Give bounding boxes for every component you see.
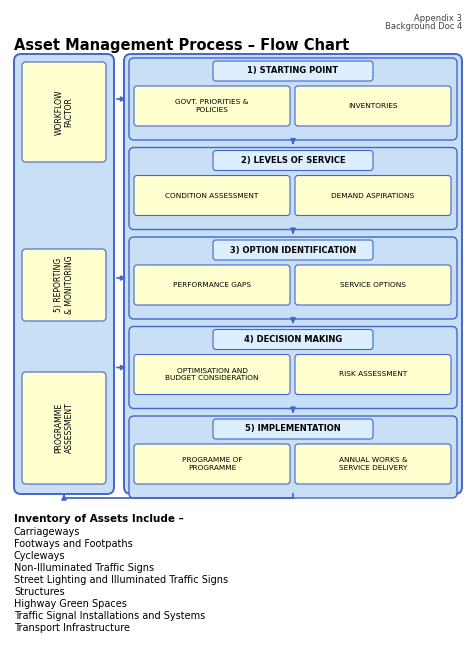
Text: INVENTORIES: INVENTORIES [348, 103, 398, 109]
FancyBboxPatch shape [134, 354, 290, 395]
Text: SERVICE OPTIONS: SERVICE OPTIONS [340, 282, 406, 288]
Text: 4) DECISION MAKING: 4) DECISION MAKING [244, 335, 342, 344]
Text: GOVT. PRIORITIES &
POLICIES: GOVT. PRIORITIES & POLICIES [175, 100, 249, 113]
FancyBboxPatch shape [129, 147, 457, 230]
FancyBboxPatch shape [295, 265, 451, 305]
FancyBboxPatch shape [134, 176, 290, 216]
FancyBboxPatch shape [295, 444, 451, 484]
Text: 5) IMPLEMENTATION: 5) IMPLEMENTATION [245, 425, 341, 433]
Text: DEMAND ASPIRATIONS: DEMAND ASPIRATIONS [331, 192, 415, 198]
Text: 3) OPTION IDENTIFICATION: 3) OPTION IDENTIFICATION [230, 245, 356, 255]
FancyBboxPatch shape [124, 54, 462, 494]
FancyBboxPatch shape [213, 330, 373, 350]
FancyBboxPatch shape [22, 372, 106, 484]
Text: Inventory of Assets Include –: Inventory of Assets Include – [14, 514, 184, 524]
Text: Appendix 3: Appendix 3 [414, 14, 462, 23]
Text: RISK ASSESSMENT: RISK ASSESSMENT [339, 371, 407, 377]
Text: Traffic Signal Installations and Systems: Traffic Signal Installations and Systems [14, 611, 205, 621]
FancyBboxPatch shape [134, 444, 290, 484]
Text: Asset Management Process – Flow Chart: Asset Management Process – Flow Chart [14, 38, 349, 53]
Text: PERFORMANCE GAPS: PERFORMANCE GAPS [173, 282, 251, 288]
Text: 1) STARTING POINT: 1) STARTING POINT [247, 66, 338, 76]
Text: PROGRAMME
ASSESSMENT: PROGRAMME ASSESSMENT [55, 403, 73, 454]
Text: CONDITION ASSESSMENT: CONDITION ASSESSMENT [165, 192, 259, 198]
Text: Footways and Footpaths: Footways and Footpaths [14, 539, 133, 549]
Text: 2) LEVELS OF SERVICE: 2) LEVELS OF SERVICE [241, 156, 346, 165]
FancyBboxPatch shape [129, 326, 457, 409]
Text: Background Doc 4: Background Doc 4 [385, 22, 462, 31]
Text: Highway Green Spaces: Highway Green Spaces [14, 599, 127, 609]
FancyBboxPatch shape [129, 237, 457, 319]
Text: Transport Infrastructure: Transport Infrastructure [14, 623, 130, 633]
Text: OPTIMISATION AND
BUDGET CONSIDERATION: OPTIMISATION AND BUDGET CONSIDERATION [165, 368, 259, 381]
FancyBboxPatch shape [134, 86, 290, 126]
Text: PROGRAMME OF
PROGRAMME: PROGRAMME OF PROGRAMME [182, 458, 242, 470]
Text: Non-Illuminated Traffic Signs: Non-Illuminated Traffic Signs [14, 563, 154, 573]
FancyBboxPatch shape [295, 86, 451, 126]
FancyBboxPatch shape [213, 419, 373, 439]
FancyBboxPatch shape [134, 265, 290, 305]
FancyBboxPatch shape [213, 240, 373, 260]
FancyBboxPatch shape [213, 61, 373, 81]
FancyBboxPatch shape [295, 176, 451, 216]
Text: Street Lighting and Illuminated Traffic Signs: Street Lighting and Illuminated Traffic … [14, 575, 228, 585]
Text: Structures: Structures [14, 587, 64, 597]
Text: WORKFLOW
FACTOR: WORKFLOW FACTOR [55, 89, 73, 135]
FancyBboxPatch shape [14, 54, 114, 494]
Text: 5) REPORTING
& MONITORING: 5) REPORTING & MONITORING [55, 256, 73, 314]
Text: Carriageways: Carriageways [14, 527, 81, 537]
FancyBboxPatch shape [295, 354, 451, 395]
FancyBboxPatch shape [129, 416, 457, 498]
FancyBboxPatch shape [213, 151, 373, 170]
FancyBboxPatch shape [22, 249, 106, 321]
FancyBboxPatch shape [129, 58, 457, 140]
Text: ANNUAL WORKS &
SERVICE DELIVERY: ANNUAL WORKS & SERVICE DELIVERY [339, 458, 407, 470]
FancyBboxPatch shape [22, 62, 106, 162]
Text: Cycleways: Cycleways [14, 551, 65, 561]
